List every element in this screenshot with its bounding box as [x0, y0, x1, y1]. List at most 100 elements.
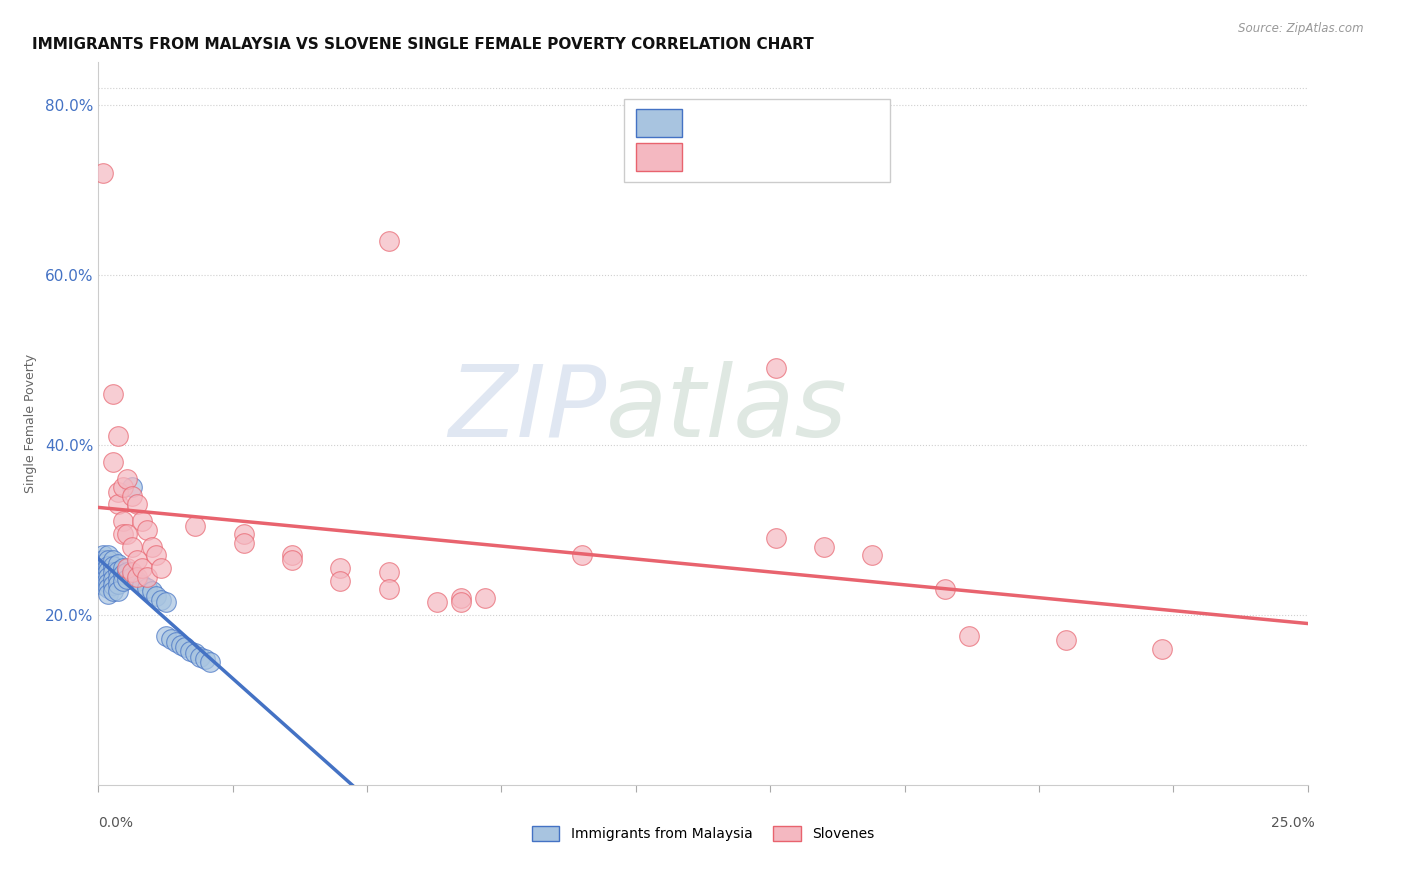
Point [117, 566, 139, 580]
Point [101, 558, 124, 573]
Point [426, 595, 449, 609]
Point [111, 480, 134, 494]
Point [145, 589, 167, 603]
Point [107, 564, 129, 578]
Point [141, 540, 163, 554]
Point [281, 549, 304, 563]
Point [135, 570, 157, 584]
Legend: Immigrants from Malaysia, Slovenes: Immigrants from Malaysia, Slovenes [526, 821, 880, 847]
Point [101, 387, 124, 401]
Point [107, 429, 129, 443]
Text: Source: ZipAtlas.com: Source: ZipAtlas.com [1239, 22, 1364, 36]
Point [188, 650, 211, 665]
Point [121, 489, 143, 503]
Point [194, 652, 217, 666]
Point [813, 540, 835, 554]
Point [174, 640, 197, 655]
Point [765, 361, 787, 376]
Point [198, 655, 221, 669]
Point [131, 578, 153, 592]
Text: R =: R = [695, 114, 728, 129]
Text: ZIP: ZIP [449, 360, 606, 458]
Point [91, 561, 114, 575]
Point [91, 557, 114, 571]
Point [107, 577, 129, 591]
Point [377, 234, 399, 248]
Point [860, 549, 883, 563]
Point [155, 595, 177, 609]
Point [97, 575, 120, 590]
Point [97, 549, 120, 563]
FancyBboxPatch shape [637, 144, 682, 171]
Point [91, 566, 114, 580]
Point [571, 549, 593, 563]
Point [160, 632, 183, 646]
Point [121, 540, 143, 554]
Point [232, 535, 254, 549]
Point [150, 592, 173, 607]
Text: N =: N = [813, 151, 856, 165]
Point [474, 591, 496, 605]
Point [1054, 633, 1077, 648]
Point [131, 561, 153, 575]
Text: N =: N = [813, 114, 856, 129]
FancyBboxPatch shape [637, 110, 682, 136]
Point [957, 629, 980, 643]
Point [111, 574, 134, 588]
Point [107, 584, 129, 599]
Point [111, 515, 134, 529]
Point [141, 584, 163, 599]
Text: 0.0%: 0.0% [98, 816, 134, 830]
Point [1152, 642, 1174, 657]
Text: atlas: atlas [606, 360, 848, 458]
Point [111, 567, 134, 582]
Point [127, 574, 149, 588]
Point [127, 552, 149, 566]
Point [101, 455, 124, 469]
Text: R =: R = [695, 151, 728, 165]
Point [121, 570, 143, 584]
Point [329, 561, 352, 575]
Point [450, 591, 472, 605]
Point [91, 552, 114, 566]
Point [107, 570, 129, 584]
Point [281, 552, 304, 566]
Point [377, 566, 399, 580]
Point [131, 515, 153, 529]
Point [135, 581, 157, 595]
Point [121, 566, 143, 580]
Point [329, 574, 352, 588]
FancyBboxPatch shape [624, 99, 890, 182]
Point [179, 643, 201, 657]
Point [111, 561, 134, 575]
Point [91, 578, 114, 592]
Point [155, 629, 177, 643]
Point [101, 566, 124, 580]
Point [91, 570, 114, 584]
Point [377, 582, 399, 597]
Point [97, 552, 120, 566]
Point [91, 549, 114, 563]
Point [101, 552, 124, 566]
Point [91, 574, 114, 588]
Point [450, 595, 472, 609]
Point [184, 646, 207, 660]
Point [165, 635, 187, 649]
Text: 0.180: 0.180 [741, 151, 789, 165]
Point [97, 564, 120, 578]
Point [97, 581, 120, 595]
Point [232, 527, 254, 541]
Point [121, 480, 143, 494]
Text: 25.0%: 25.0% [1271, 816, 1315, 830]
Text: -0.272: -0.272 [741, 114, 796, 129]
Y-axis label: Single Female Poverty: Single Female Poverty [24, 354, 37, 493]
Point [107, 498, 129, 512]
Point [934, 582, 956, 597]
Point [111, 527, 134, 541]
Point [145, 549, 167, 563]
Text: 47: 47 [868, 151, 889, 165]
Point [169, 638, 191, 652]
Point [127, 498, 149, 512]
Text: IMMIGRANTS FROM MALAYSIA VS SLOVENE SINGLE FEMALE POVERTY CORRELATION CHART: IMMIGRANTS FROM MALAYSIA VS SLOVENE SING… [32, 37, 814, 52]
Point [135, 523, 157, 537]
